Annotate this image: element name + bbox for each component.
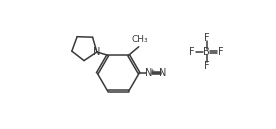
Text: CH₃: CH₃ [131, 35, 148, 44]
Text: N: N [160, 68, 167, 78]
Text: +: + [149, 68, 154, 73]
Text: F: F [189, 47, 195, 57]
Text: F: F [219, 47, 224, 57]
Text: F: F [204, 33, 209, 43]
Text: B: B [203, 47, 210, 57]
Text: N: N [93, 47, 100, 57]
Text: F: F [204, 61, 209, 71]
Text: N: N [145, 68, 152, 78]
